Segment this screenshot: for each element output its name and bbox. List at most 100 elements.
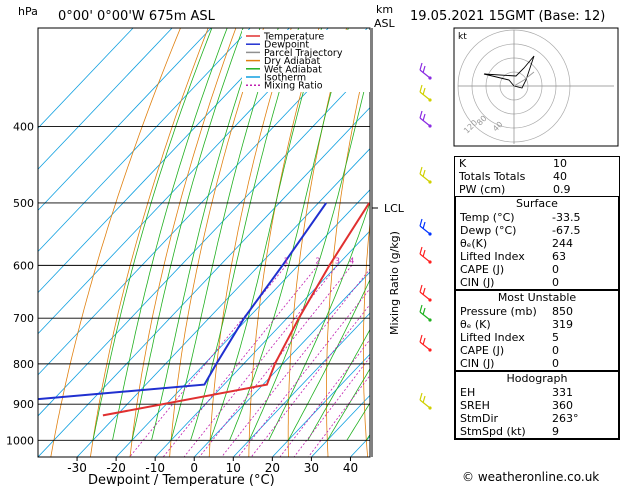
hodograph-unit: kt xyxy=(458,32,467,42)
lcl-label: LCL xyxy=(384,202,405,215)
wind-barb-dot xyxy=(428,260,432,264)
wind-barb-flag xyxy=(422,87,426,96)
isotherm-line xyxy=(38,65,370,417)
mixing-ratio-axis-label: Mixing Ratio (g/kg) xyxy=(388,231,401,335)
wind-barb-flag xyxy=(419,218,423,227)
wind-barb-shaft xyxy=(419,91,431,101)
wind-barbs xyxy=(419,62,432,410)
isotherm-line xyxy=(233,312,370,457)
mixing-ratio-lines xyxy=(129,265,370,457)
index-value: 0.9 xyxy=(553,183,571,196)
temperature-tick-label: -20 xyxy=(106,461,126,475)
hodograph-title: Hodograph xyxy=(506,372,568,385)
dry-adiabat-line xyxy=(50,28,181,457)
mixing-ratio-line xyxy=(307,374,370,457)
legend-label: Dewpoint xyxy=(264,40,309,51)
surface-value: -67.5 xyxy=(552,224,581,237)
surface-label: Lifted Index xyxy=(460,250,525,263)
pressure-tick-label: 600 xyxy=(13,259,34,272)
mixing-ratio-line xyxy=(221,268,370,457)
wind-barb-icon xyxy=(419,62,432,80)
wind-barb-flag xyxy=(419,334,423,343)
location-title: 0°00' 0°00'W 675m ASL xyxy=(58,9,216,24)
indices-table: K 10 Totals Totals 40 PW (cm) 0.9 Surface T… xyxy=(454,156,620,440)
surface-label: CIN (J) xyxy=(460,276,495,289)
plot-area xyxy=(38,28,370,457)
surface-label: θₑ(K) xyxy=(460,237,488,250)
dewpoint-profile xyxy=(38,202,328,401)
hodo-value: 360 xyxy=(552,399,573,412)
wind-barb-icon xyxy=(419,110,432,128)
datetime-title: 19.05.2021 15GMT (Base: 12) xyxy=(410,9,605,24)
isotherm-line xyxy=(38,28,134,129)
wind-barb-flag xyxy=(419,392,423,401)
mixing-ratio-line xyxy=(162,265,319,457)
unstable-label: Pressure (mb) xyxy=(460,305,537,318)
hodo-label: StmSpd (kt) xyxy=(460,425,526,438)
wind-barb-icon xyxy=(419,334,432,352)
wind-barb-flag xyxy=(419,304,423,313)
wind-barb-flag xyxy=(419,166,423,175)
surface-label: Temp (°C) xyxy=(460,211,515,224)
dry-adiabat-line xyxy=(129,28,237,457)
wind-barb-flag xyxy=(422,395,426,404)
lcl-marker: LCL xyxy=(372,202,405,215)
wet-adiabat-line xyxy=(209,28,322,441)
wind-barb-dot xyxy=(428,318,432,322)
legend-label: Mixing Ratio xyxy=(264,81,323,92)
wind-barb-shaft xyxy=(419,253,431,263)
isotherm-line xyxy=(38,28,290,294)
unstable-value: 0 xyxy=(552,344,559,357)
wind-barb-shaft xyxy=(419,225,431,235)
wind-barb-flag xyxy=(422,307,426,316)
wind-barb-icon xyxy=(419,166,432,184)
hodograph-section: Hodograph EH 331 SREH 360 StmDir 263° StmSp… xyxy=(455,371,619,439)
surface-value: -33.5 xyxy=(552,211,581,224)
wind-barb-shaft xyxy=(419,69,431,79)
dry-adiabat-line xyxy=(362,218,370,457)
hodo-value: 331 xyxy=(552,386,573,399)
wind-barb-shaft xyxy=(419,399,431,409)
unstable-label: CIN (J) xyxy=(460,357,495,370)
wet-adiabat-line xyxy=(131,28,244,441)
legend-background xyxy=(242,30,370,92)
wind-barb-dot xyxy=(428,298,432,302)
temperature-tick-label: -30 xyxy=(67,461,87,475)
wind-barb-shaft xyxy=(419,117,431,127)
unstable-label: Lifted Index xyxy=(460,331,525,344)
unstable-label: θₑ (K) xyxy=(460,318,491,331)
wind-barb-flag xyxy=(422,287,426,296)
wet-adiabat-line xyxy=(307,328,370,441)
pressure-tick-label: 500 xyxy=(13,197,34,210)
mixing-ratio-line xyxy=(250,303,370,457)
temperature-tick-label: 30 xyxy=(304,461,319,475)
wet-adiabat-line xyxy=(170,28,279,441)
hodo-label: EH xyxy=(460,386,476,399)
isotherm-line xyxy=(38,106,370,457)
wind-barb-shaft xyxy=(419,311,431,321)
wind-barb-flag xyxy=(419,62,423,71)
index-value: 40 xyxy=(553,170,567,183)
mixing-ratio-label: 3 xyxy=(335,256,340,265)
wind-barb-shaft xyxy=(419,291,431,301)
isotherm-line xyxy=(38,28,251,253)
temperature-tick-label: -10 xyxy=(145,461,165,475)
unstable-value: 850 xyxy=(552,305,573,318)
temperature-tick-label: 40 xyxy=(343,461,358,475)
dry-adiabat-line xyxy=(248,28,320,457)
unstable-label: CAPE (J) xyxy=(460,344,505,357)
wind-barb-flag xyxy=(422,169,426,178)
unstable-value: 5 xyxy=(552,331,559,344)
wind-barb-flag xyxy=(422,113,426,122)
wet-adiabat-line xyxy=(151,28,261,441)
temperature-tick-label: 0 xyxy=(190,461,198,475)
wet-adiabat-line xyxy=(190,28,299,441)
hodograph: kt 40 80 120 xyxy=(453,27,619,147)
temperature-tick-label: 20 xyxy=(265,461,280,475)
wet-adiabat-line xyxy=(112,28,228,441)
pressure-tick-label: 900 xyxy=(13,398,34,411)
wind-barb-flag xyxy=(422,221,426,230)
surface-value: 0 xyxy=(552,263,559,276)
